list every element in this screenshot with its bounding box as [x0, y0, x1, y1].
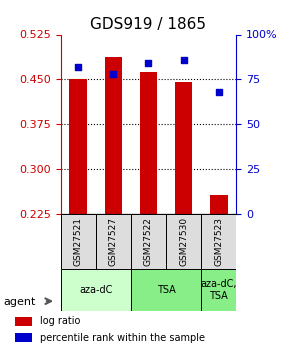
- Point: [76, 64, 81, 70]
- Bar: [105, 57, 122, 214]
- Text: GSM27530: GSM27530: [179, 217, 188, 266]
- Bar: [61, 269, 131, 310]
- Bar: [201, 269, 236, 310]
- Title: GDS919 / 1865: GDS919 / 1865: [91, 17, 206, 32]
- Bar: [96, 214, 131, 269]
- Text: GSM27527: GSM27527: [109, 217, 118, 266]
- Bar: [210, 195, 228, 214]
- Text: aza-dC: aza-dC: [79, 285, 112, 295]
- Text: log ratio: log ratio: [40, 316, 81, 326]
- Bar: [140, 72, 157, 214]
- Text: percentile rank within the sample: percentile rank within the sample: [40, 333, 205, 343]
- Bar: [201, 214, 236, 269]
- Bar: [15, 317, 32, 326]
- Text: aza-dC,
TSA: aza-dC, TSA: [201, 279, 237, 300]
- Text: GSM27522: GSM27522: [144, 217, 153, 266]
- Bar: [175, 82, 192, 214]
- Text: agent: agent: [3, 297, 35, 307]
- Point: [181, 57, 186, 62]
- Bar: [131, 269, 201, 310]
- Bar: [131, 214, 166, 269]
- Text: GSM27523: GSM27523: [214, 217, 223, 266]
- Point: [216, 89, 221, 95]
- Bar: [61, 214, 96, 269]
- Point: [111, 71, 116, 77]
- Point: [146, 60, 151, 66]
- Bar: [166, 214, 201, 269]
- Text: GSM27521: GSM27521: [74, 217, 83, 266]
- Text: TSA: TSA: [157, 285, 175, 295]
- Bar: [69, 79, 87, 214]
- Bar: [15, 333, 32, 342]
